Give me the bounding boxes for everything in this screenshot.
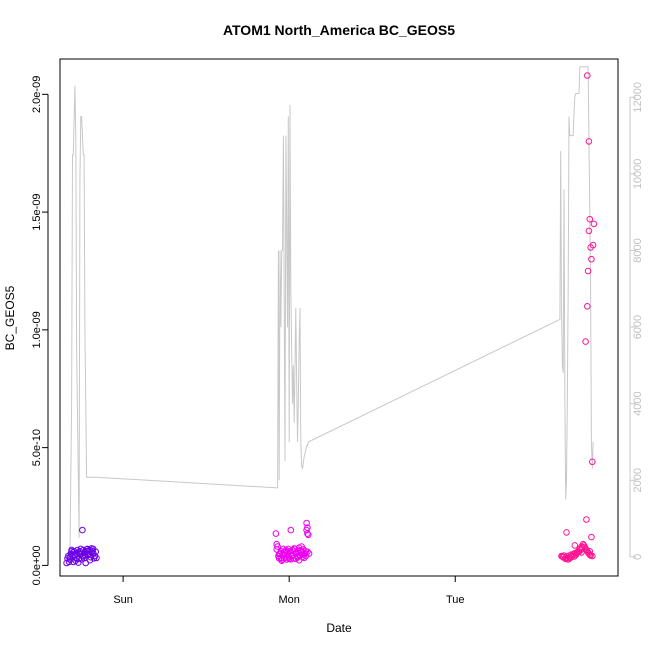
data-point-series-2: [277, 555, 285, 562]
data-point-series-1: [79, 526, 86, 534]
y2-tick-label: 4000: [632, 391, 644, 415]
data-point-series-1: [73, 555, 80, 563]
data-point-series-2: [284, 551, 291, 559]
y2-tick-label: 10000: [632, 159, 644, 190]
x-axis-label: Date: [326, 621, 352, 635]
y2-tick-label: 2000: [632, 468, 644, 492]
altitude-layer: [69, 66, 594, 550]
points-layer: [63, 72, 598, 567]
data-point-series-2: [304, 530, 311, 537]
data-point-series-3: [584, 72, 591, 79]
data-point-series-2: [274, 543, 281, 550]
data-point-series-3: [583, 516, 590, 523]
data-point-series-2: [304, 548, 311, 556]
data-point-series-2: [272, 530, 280, 537]
data-point-series-3: [585, 138, 593, 145]
y2-tick-label: 8000: [632, 238, 644, 262]
data-point-series-1: [78, 556, 85, 563]
y2-tick-label: 12000: [632, 82, 644, 113]
y2-axis: 0 2000 4000 6000 8000 10000 12000: [629, 82, 644, 560]
data-point-series-3: [578, 549, 585, 556]
y-tick-label: 2.0e-09: [31, 76, 43, 113]
altitude-line: [69, 66, 594, 550]
data-point-series-3: [571, 542, 579, 549]
data-point-series-3: [588, 255, 595, 263]
data-point-series-1: [93, 554, 100, 562]
data-point-series-2: [294, 554, 301, 561]
data-point-series-2: [303, 519, 310, 527]
data-point-series-2: [287, 556, 295, 563]
x-tick-label: Mon: [278, 594, 299, 606]
data-point-series-3: [585, 227, 593, 235]
data-point-series-3: [590, 220, 598, 228]
y-tick-label: 0.0e+00: [31, 545, 43, 585]
data-point-series-2: [287, 526, 295, 534]
data-point-series-1: [81, 551, 89, 559]
data-point-series-3: [586, 215, 594, 223]
x-axis: Sun Mon Tue: [113, 575, 465, 606]
data-point-series-2: [279, 556, 286, 564]
x-tick-label: Sun: [113, 594, 133, 606]
data-point-series-2: [290, 545, 298, 552]
data-point-series-1: [71, 552, 79, 559]
x-tick-label: Tue: [446, 594, 465, 606]
y2-tick-label: 6000: [632, 315, 644, 339]
y-tick-label: 5.0e-10: [31, 429, 43, 466]
data-point-series-1: [68, 546, 75, 554]
y2-tick-label: 0: [632, 554, 644, 560]
data-point-series-3: [589, 241, 597, 249]
plot-area-border: [59, 58, 619, 577]
y-axis-label: BC_GEOS5: [3, 285, 17, 350]
data-point-series-3: [586, 548, 594, 555]
y-tick-label: 1.0e-09: [31, 311, 43, 348]
data-point-series-3: [563, 529, 570, 536]
data-point-series-2: [297, 547, 305, 554]
data-point-series-3: [588, 533, 595, 541]
chart-title: ATOM1 North_America BC_GEOS5: [223, 22, 455, 38]
data-point-series-3: [584, 267, 592, 275]
y-tick-label: 1.5e-09: [31, 193, 43, 230]
data-point-series-2: [303, 526, 310, 534]
data-point-series-3: [584, 303, 591, 310]
data-point-series-3: [582, 338, 589, 345]
data-point-series-1: [88, 545, 95, 552]
data-point-series-1: [75, 559, 82, 566]
data-point-series-3: [589, 458, 596, 466]
y-axis: 0.0e+00 5.0e-10 1.0e-09 1.5e-09 2.0e-09: [31, 76, 49, 585]
data-point-series-1: [86, 556, 94, 564]
